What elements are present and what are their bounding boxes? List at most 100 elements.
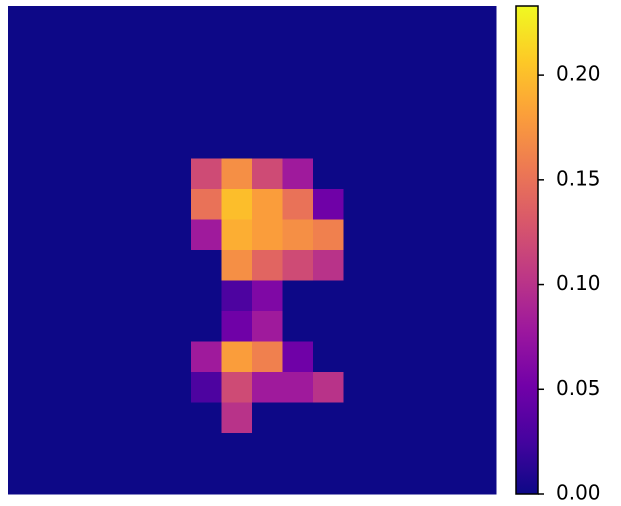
heatmap-cell — [252, 128, 283, 159]
heatmap-cell — [404, 36, 436, 68]
heatmap-cell — [99, 250, 131, 281]
heatmap-cell — [130, 402, 161, 434]
heatmap-cell — [435, 67, 466, 98]
heatmap-cell — [252, 158, 283, 190]
heatmap-cell — [282, 36, 314, 68]
heatmap-cell — [160, 402, 192, 434]
heatmap-cell — [160, 372, 192, 403]
heatmap-cell — [38, 341, 70, 373]
heatmap-cell — [221, 158, 253, 190]
heatmap-cell — [69, 219, 100, 251]
heatmap-cell — [404, 6, 436, 37]
heatmap-cell — [374, 280, 405, 312]
heatmap-cell — [130, 189, 161, 220]
heatmap-cell — [252, 67, 283, 98]
heatmap-cell — [160, 433, 192, 464]
heatmap-cell — [252, 341, 283, 373]
heatmap-cell — [130, 128, 161, 159]
heatmap-cell — [191, 158, 222, 190]
heatmap-cell — [160, 128, 192, 159]
heatmap-cell — [99, 219, 131, 251]
heatmap-cell — [160, 36, 192, 68]
heatmap-cell — [160, 158, 192, 190]
heatmap-cell — [465, 189, 497, 220]
heatmap-cell — [38, 311, 70, 342]
heatmap-cell — [99, 128, 131, 159]
heatmap-cell — [130, 463, 161, 495]
heatmap-cell — [130, 250, 161, 281]
heatmap-cell — [313, 67, 344, 98]
heatmap-cell — [8, 97, 39, 129]
heatmap-cell — [252, 97, 283, 129]
heatmap-cell — [374, 341, 405, 373]
heatmap-cell — [282, 341, 314, 373]
heatmap-cell — [435, 128, 466, 159]
heatmap-cell — [313, 6, 344, 37]
heatmap-cell — [313, 433, 344, 464]
heatmap-cell — [130, 341, 161, 373]
heatmap-cell — [435, 36, 466, 68]
heatmap-cell — [8, 128, 39, 159]
heatmap-cell — [69, 6, 100, 37]
heatmap-cell — [343, 128, 375, 159]
heatmap-cell — [465, 372, 497, 403]
heatmap-cell — [465, 311, 497, 342]
heatmap-cell — [221, 128, 253, 159]
heatmap-cell — [221, 341, 253, 373]
heatmap-cell — [99, 372, 131, 403]
heatmap-cell — [69, 311, 100, 342]
heatmap-cell — [99, 36, 131, 68]
heatmap-cell — [99, 6, 131, 37]
heatmap-cell — [374, 158, 405, 190]
heatmap-cell — [160, 463, 192, 495]
heatmap-cell — [69, 36, 100, 68]
heatmap-cell — [282, 6, 314, 37]
heatmap-cell — [160, 6, 192, 37]
heatmap-cell — [191, 402, 222, 434]
heatmap-cell — [38, 158, 70, 190]
heatmap-cell — [99, 402, 131, 434]
heatmap-cell — [38, 189, 70, 220]
heatmap-cell — [282, 311, 314, 342]
heatmap-cell — [465, 463, 497, 495]
heatmap-cell — [313, 311, 344, 342]
heatmap-cell — [374, 97, 405, 129]
heatmap-cell — [435, 463, 466, 495]
heatmap-cell — [465, 280, 497, 312]
heatmap-cell — [191, 36, 222, 68]
heatmap-cell — [69, 67, 100, 98]
heatmap-cell — [374, 372, 405, 403]
heatmap-cell — [374, 219, 405, 251]
heatmap-cell — [404, 311, 436, 342]
heatmap-cell — [343, 189, 375, 220]
heatmap-cell — [435, 433, 466, 464]
heatmap-cell — [404, 128, 436, 159]
heatmap-cell — [221, 402, 253, 434]
heatmap-cell — [374, 433, 405, 464]
heatmap-cell — [221, 67, 253, 98]
heatmap-cell — [282, 67, 314, 98]
heatmap-cell — [191, 97, 222, 129]
heatmap-cell — [435, 158, 466, 190]
heatmap-cell — [191, 6, 222, 37]
colorbar-tick-label: 0.00 — [556, 481, 601, 505]
heatmap-cell — [221, 36, 253, 68]
heatmap-cell — [38, 128, 70, 159]
heatmap-cell — [38, 372, 70, 403]
heatmap-cell — [191, 433, 222, 464]
heatmap-cell — [191, 341, 222, 373]
heatmap-cell — [465, 6, 497, 37]
heatmap-cell — [130, 158, 161, 190]
heatmap-cell — [343, 402, 375, 434]
heatmap-cell — [8, 67, 39, 98]
colorbar-tick-label: 0.10 — [556, 271, 601, 295]
heatmap-cell — [404, 433, 436, 464]
heatmap-cell — [38, 36, 70, 68]
heatmap-cell — [130, 97, 161, 129]
heatmap-cell — [8, 219, 39, 251]
heatmap-cell — [374, 36, 405, 68]
heatmap-cell — [99, 97, 131, 129]
heatmap-cell — [404, 402, 436, 434]
heatmap-cell — [160, 97, 192, 129]
